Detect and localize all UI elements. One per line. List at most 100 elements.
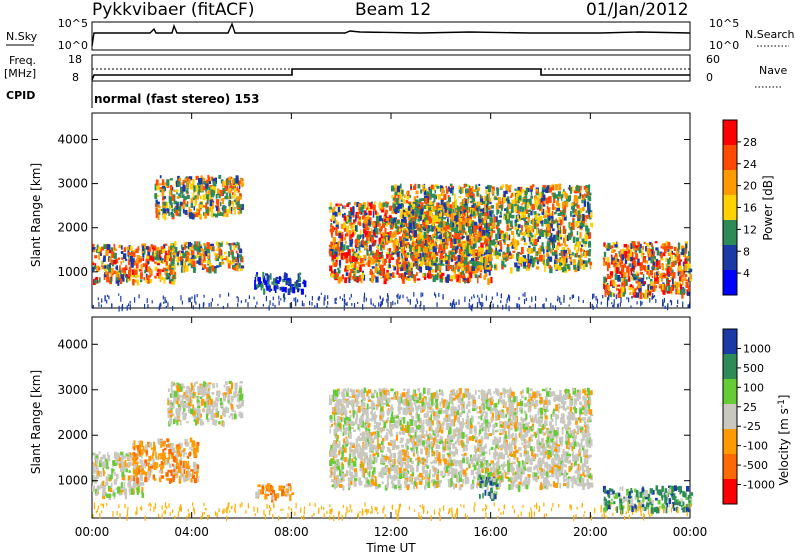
data-cell [92,262,95,265]
data-cell [585,223,588,227]
data-cell [293,283,297,286]
data-cell [670,272,673,276]
data-cell [162,260,166,264]
data-cell [199,195,202,200]
power-ylabel: Slant Range [km] [29,163,43,267]
data-cell [475,268,479,273]
data-cell [206,252,210,256]
data-cell [484,272,488,277]
data-cell [469,233,472,239]
data-cell [402,214,406,221]
data-cell [206,197,209,205]
data-cell [172,272,176,280]
data-cell [456,277,458,283]
data-cell [491,186,495,192]
data-cell [561,251,564,258]
data-cell [440,240,444,246]
data-cell [191,469,194,476]
data-cell [604,277,607,283]
data-cell [401,254,403,258]
data-cell [483,266,487,274]
data-cell [171,453,174,459]
data-cell [416,261,419,264]
noise-cell [687,304,689,308]
data-cell [469,216,472,219]
data-cell [198,178,202,185]
data-cell [485,207,488,213]
data-cell [469,218,472,223]
data-cell [191,448,194,452]
data-cell [105,250,109,257]
data-cell [506,196,510,204]
data-cell [526,221,530,226]
data-cell [437,194,441,200]
data-cell [430,259,434,266]
data-cell [467,276,470,280]
noise-cell [272,302,274,307]
data-cell [342,244,346,251]
colorbar-label: 28 [743,136,757,149]
data-cell [212,178,216,184]
data-cell [189,208,192,215]
data-cell [141,492,145,498]
data-cell [511,199,515,206]
noise-cell [518,297,520,301]
data-cell [503,215,505,220]
data-cell [463,184,466,189]
data-cell [424,198,428,204]
data-cell [583,215,586,221]
data-cell [675,282,679,289]
data-cell [372,253,375,256]
data-cell [473,201,477,204]
data-cell [353,251,356,255]
data-cell [169,270,173,275]
data-cell [439,216,443,222]
data-cell [458,243,462,247]
data-cell [460,187,462,195]
data-cell [153,478,157,481]
data-cell [180,187,184,194]
data-cell [579,208,582,215]
data-cell [388,264,391,268]
data-cell [567,187,570,190]
data-cell [119,461,123,464]
freq-tick-top: 18 [68,53,82,66]
data-cell [387,248,390,251]
noise-cell [326,305,328,309]
data-cell [642,257,646,263]
data-cell [171,195,175,201]
data-cell [603,251,607,257]
data-cell [333,206,336,209]
data-cell [445,256,448,262]
data-cell [422,247,426,253]
data-cell [442,239,446,243]
noise-cell [146,298,148,304]
data-cell [343,221,346,228]
data-cell [205,181,208,189]
data-cell [521,247,524,254]
data-cell [458,239,461,244]
noise-cell [413,292,415,297]
data-cell [273,278,278,284]
data-cell [416,253,419,256]
noise-cell [531,296,533,303]
noise-cell [323,297,325,300]
data-cell [469,265,471,271]
data-cell [523,266,527,269]
data-cell [514,206,518,213]
colorbar-label: 12 [743,223,757,236]
noise-cell [552,305,554,309]
data-cell [491,205,494,209]
data-cell [339,238,342,245]
noise-cell [129,304,131,311]
noise-cell [647,292,649,298]
data-cell [499,230,503,234]
data-cell [491,240,495,246]
data-cell [579,256,582,263]
data-cell [290,287,293,293]
data-cell [232,267,236,271]
data-cell [575,221,579,227]
data-cell [235,250,238,254]
data-cell [402,261,406,268]
data-cell [421,240,425,248]
